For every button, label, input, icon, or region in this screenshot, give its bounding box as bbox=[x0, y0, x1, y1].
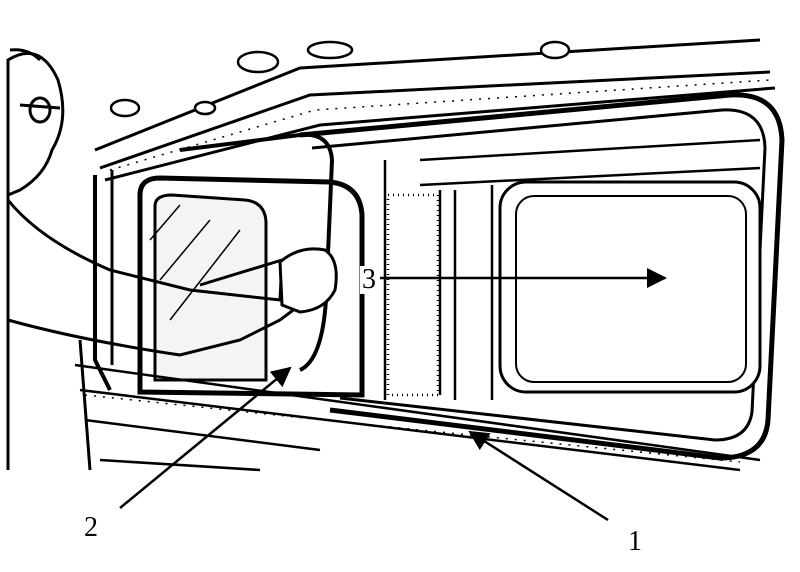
leader-lines bbox=[119, 268, 667, 522]
window-frame-right bbox=[299, 92, 785, 461]
callout-3: 3 bbox=[360, 264, 378, 295]
center-pillar bbox=[383, 138, 761, 400]
callout-2: 2 bbox=[84, 512, 98, 543]
window-frame-left bbox=[93, 170, 114, 391]
lower-body-panel bbox=[74, 363, 761, 472]
window-glass-right bbox=[498, 180, 762, 394]
technician-figure bbox=[6, 48, 338, 471]
callout-1: 1 bbox=[628, 526, 642, 557]
roof-bolts bbox=[109, 40, 571, 118]
vehicle-roof bbox=[94, 38, 776, 182]
removable-window-frame bbox=[137, 132, 365, 398]
